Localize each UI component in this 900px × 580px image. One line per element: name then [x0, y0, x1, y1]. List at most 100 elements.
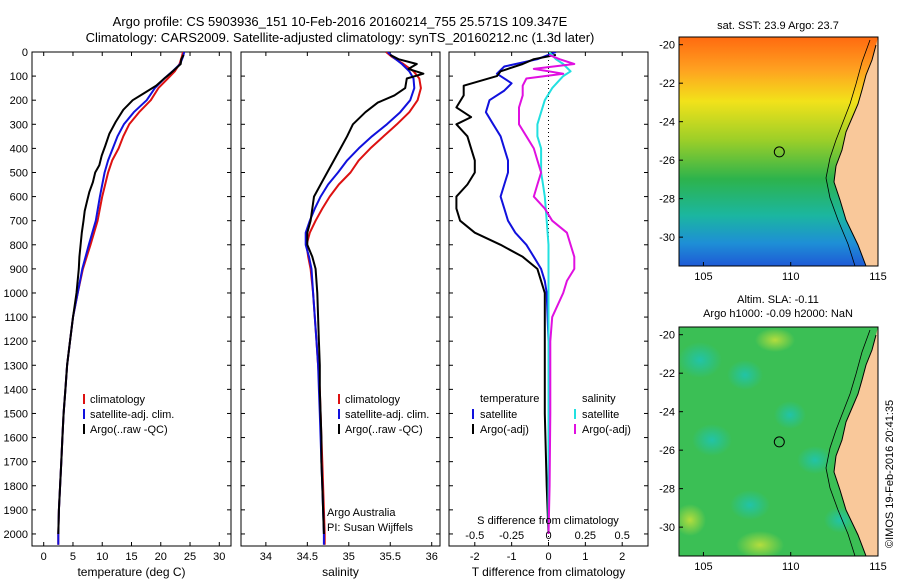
sst-map-title: sat. SST: 23.9 Argo: 23.7	[717, 20, 839, 32]
map-x-tick-label: 115	[869, 271, 887, 283]
sst-map-frame	[678, 36, 879, 267]
sla-anomaly	[679, 342, 722, 378]
sla-anomaly	[755, 328, 795, 352]
difference-from-climatology-xlabel: T difference from climatology	[472, 565, 626, 579]
sla-map: Altim. SLA: -0.11 Argo h1000: -0.09 h200…	[659, 294, 887, 573]
temperature-profile-xlabel: temperature (deg C)	[77, 565, 185, 579]
map-y-tick-label: -30	[659, 522, 675, 534]
y-tick-label: 1600	[4, 433, 28, 445]
map-x-tick-label: 105	[694, 271, 712, 283]
map-x-tick-label: 105	[694, 561, 712, 573]
y-tick-label: 1200	[4, 336, 28, 348]
x-tick-label: 25	[184, 551, 196, 563]
y-tick-label: 2000	[4, 529, 28, 541]
sla-anomaly	[679, 504, 706, 536]
difference-from-climatology-series-group	[455, 52, 576, 546]
sla-anomaly	[727, 360, 763, 390]
sst-coastline	[833, 44, 877, 266]
legend-label: satellite-adj. clim.	[90, 409, 174, 421]
difference-from-climatology-panel: -2 -1 0 1 2 T difference from climatology temp…	[448, 51, 649, 579]
map-x-tick-label: 110	[782, 561, 800, 573]
sla-map-frame	[678, 326, 879, 557]
sst-profile-marker	[773, 146, 785, 158]
x-tick-label: 34.5	[297, 551, 318, 563]
legend-label: satellite	[582, 409, 619, 421]
legend-salinity-heading: salinity	[582, 393, 616, 405]
legend-label: Argo(..raw -QC)	[345, 424, 423, 436]
x-tick-label: 0	[41, 551, 47, 563]
sst-map: sat. SST: 23.9 Argo: 23.7 105 110 115 -20 -2…	[659, 20, 887, 283]
salinity-profile-xlabel: salinity	[322, 565, 359, 579]
s-difference-tick: 0.25	[575, 530, 596, 542]
figure-title-line1: Argo profile: CS 5903936_151 10-Feb-2016…	[112, 14, 568, 29]
legend-label: Argo(-adj)	[480, 424, 529, 436]
y-tick-label: 500	[10, 167, 28, 179]
sla-shelf-contour	[825, 329, 871, 556]
series-line-argo-raw-qc-	[57, 54, 185, 535]
y-tick-label: 200	[10, 95, 28, 107]
map-y-tick-label: -30	[659, 232, 675, 244]
legend-label: Argo(-adj)	[582, 424, 631, 436]
sla-anomaly	[692, 424, 732, 456]
y-tick-label: 600	[10, 192, 28, 204]
y-tick-label: 300	[10, 119, 28, 131]
s-difference-tick: 0	[545, 530, 551, 542]
salinity-profile-series-group	[304, 52, 425, 545]
salinity-profile-frame	[240, 51, 441, 547]
temperature-profile-series-group	[57, 52, 186, 545]
sla-land	[834, 327, 878, 556]
map-y-tick-label: -26	[659, 445, 675, 457]
y-tick-label: 1700	[4, 457, 28, 469]
annotation-line2: PI: Susan Wijffels	[327, 522, 413, 534]
series-line-temperature-satellite	[484, 52, 557, 534]
y-tick-label: 1900	[4, 505, 28, 517]
x-tick-label: 2	[619, 551, 625, 563]
y-tick-label: 0	[22, 47, 28, 59]
x-tick-label: 35	[343, 551, 355, 563]
x-tick-label: -2	[470, 551, 480, 563]
map-y-tick-label: -20	[659, 40, 675, 52]
map-y-tick-label: -28	[659, 194, 675, 206]
series-line-satellite-adj-clim-	[57, 52, 186, 545]
x-tick-label: 10	[96, 551, 108, 563]
y-tick-label: 1800	[4, 481, 28, 493]
map-y-tick-label: -24	[659, 117, 675, 129]
x-tick-label: 34	[260, 551, 272, 563]
map-y-tick-label: -22	[659, 368, 675, 380]
map-x-tick-label: 110	[782, 271, 800, 283]
sla-anomaly	[797, 446, 833, 474]
sst-shelf-contour	[825, 39, 871, 266]
map-x-tick-label: 115	[869, 561, 887, 573]
y-tick-label: 1000	[4, 288, 28, 300]
x-tick-label: 35.5	[380, 551, 401, 563]
series-line-climatology	[305, 52, 422, 545]
legend-temperature-heading: temperature	[480, 393, 539, 405]
x-tick-label: 15	[125, 551, 137, 563]
sla-anomaly	[730, 490, 770, 520]
y-tick-label: 1500	[4, 408, 28, 420]
legend-label: climatology	[90, 394, 146, 406]
x-tick-label: -1	[507, 551, 517, 563]
annotation-line1: Argo Australia	[327, 507, 396, 519]
figure-title-line2: Climatology: CARS2009. Satellite-adjuste…	[85, 30, 595, 45]
legend-label: climatology	[345, 394, 401, 406]
map-y-tick-label: -24	[659, 407, 675, 419]
sla-map-title-line2: Argo h1000: -0.09 h2000: NaN	[703, 308, 853, 320]
y-tick-label: 1100	[4, 312, 28, 324]
series-line-salinity-satellite	[536, 52, 572, 534]
legend-label: satellite-adj. clim.	[345, 409, 429, 421]
x-tick-label: 36	[426, 551, 438, 563]
y-tick-label: 100	[10, 71, 28, 83]
series-line-argo-raw-qc-	[306, 54, 425, 535]
y-tick-label: 800	[10, 240, 28, 252]
y-tick-label: 900	[10, 264, 28, 276]
series-line-salinity-argo-adj-	[518, 53, 576, 535]
sla-profile-marker	[773, 436, 785, 448]
series-line-temperature-argo-adj-	[455, 53, 557, 535]
x-tick-label: 5	[70, 551, 76, 563]
s-difference-tick: 0.5	[615, 530, 630, 542]
x-tick-label: 30	[213, 551, 225, 563]
sla-map-title-line1: Altim. SLA: -0.11	[737, 294, 819, 306]
x-tick-label: 0	[545, 551, 551, 563]
